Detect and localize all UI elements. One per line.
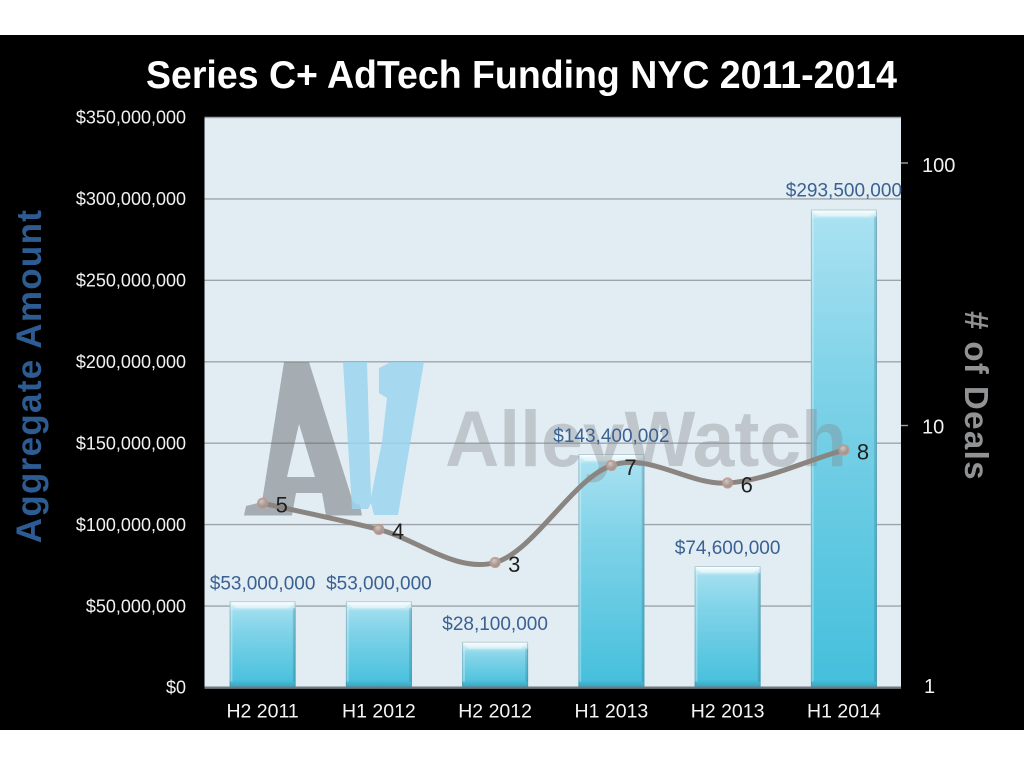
svg-text:$0: $0 (166, 678, 186, 698)
svg-text:5: 5 (276, 493, 288, 518)
svg-text:4: 4 (392, 519, 404, 544)
svg-text:AlleyWatch: AlleyWatch (445, 394, 847, 483)
svg-text:$250,000,000: $250,000,000 (76, 271, 186, 291)
svg-text:$143,400,002: $143,400,002 (553, 426, 669, 447)
svg-text:100: 100 (922, 155, 955, 177)
svg-text:$150,000,000: $150,000,000 (76, 433, 186, 453)
svg-text:# of Deals: # of Deals (958, 311, 995, 481)
svg-text:6: 6 (741, 473, 753, 498)
svg-text:3: 3 (508, 552, 520, 577)
svg-text:$293,500,000: $293,500,000 (786, 181, 902, 202)
svg-text:$350,000,000: $350,000,000 (76, 108, 186, 128)
svg-text:$53,000,000: $53,000,000 (210, 574, 316, 595)
svg-text:$50,000,000: $50,000,000 (86, 596, 186, 616)
svg-text:1: 1 (924, 676, 935, 698)
svg-text:7: 7 (624, 455, 636, 480)
svg-text:Aggregate Amount: Aggregate Amount (10, 209, 49, 544)
svg-text:$200,000,000: $200,000,000 (76, 352, 186, 372)
svg-text:H2 2012: H2 2012 (458, 701, 532, 723)
svg-text:H1 2013: H1 2013 (575, 701, 649, 723)
svg-text:$300,000,000: $300,000,000 (76, 189, 186, 209)
svg-text:$100,000,000: $100,000,000 (76, 515, 186, 535)
svg-text:$74,600,000: $74,600,000 (675, 538, 781, 559)
svg-text:$53,000,000: $53,000,000 (326, 574, 432, 595)
svg-text:Series C+ AdTech Funding NYC 2: Series C+ AdTech Funding NYC 2011-2014 (146, 54, 897, 97)
svg-text:H2 2011: H2 2011 (226, 701, 298, 723)
svg-text:$28,100,000: $28,100,000 (442, 614, 548, 635)
svg-text:8: 8 (857, 440, 869, 465)
svg-text:H1 2012: H1 2012 (342, 701, 416, 723)
svg-text:H1 2014: H1 2014 (807, 701, 881, 723)
svg-text:H2 2013: H2 2013 (691, 701, 765, 723)
svg-text:10: 10 (922, 417, 944, 439)
